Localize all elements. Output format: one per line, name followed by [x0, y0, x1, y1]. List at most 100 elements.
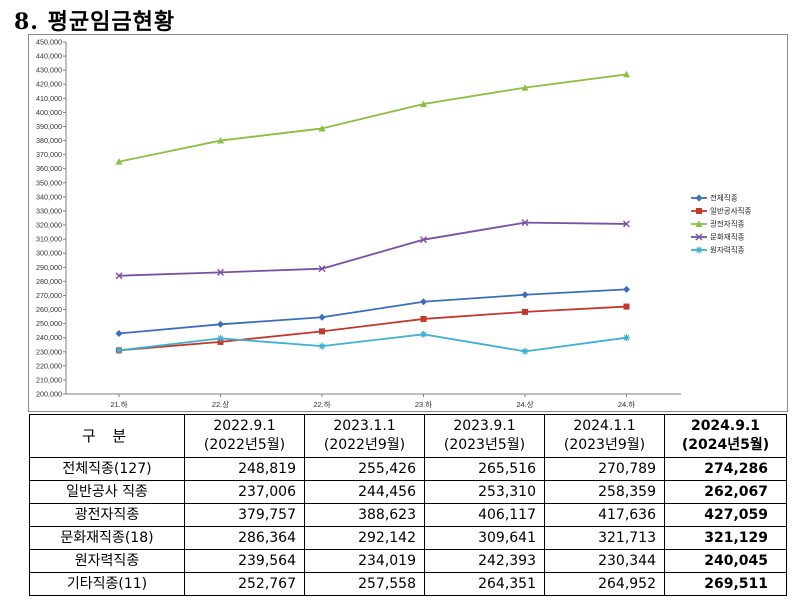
y-tick-label: 370,000 [36, 150, 62, 159]
table-cell: 253,310 [424, 480, 545, 504]
header-ref: (2023년5월) [443, 437, 526, 453]
series-line [118, 288, 627, 335]
y-tick-label: 400,000 [36, 108, 62, 117]
header-date: 2023.9.1 [453, 418, 516, 434]
table-row: 광전자직종 379,757 388,623 406,117 417,636 427,059 [29, 503, 787, 527]
table-cell: 230,344 [544, 549, 665, 573]
table-cell: 242,393 [424, 549, 545, 573]
data-point [420, 298, 427, 306]
y-tick-label: 380,000 [36, 136, 62, 145]
header-date: 2024.9.1 [690, 418, 761, 434]
table-cell: 292,142 [304, 526, 425, 550]
x-tick-label: 21.하 [110, 399, 127, 409]
header-ref: (2022년9월) [323, 437, 406, 453]
y-tick-label: 350,000 [36, 178, 62, 187]
table-cell: 239,564 [184, 549, 305, 573]
header-category: 구 분 [29, 414, 185, 458]
data-point [521, 84, 529, 91]
y-tick-label: 270,000 [36, 291, 62, 300]
row-label: 일반공사 직종 [29, 480, 185, 504]
table-cell: 255,426 [304, 457, 425, 481]
header-ref: (2023년9월) [563, 437, 646, 453]
data-point [522, 308, 528, 315]
data-point [115, 329, 123, 337]
data-point [695, 246, 703, 254]
y-tick-label: 340,000 [36, 192, 62, 201]
y-tick-label: 300,000 [36, 249, 62, 258]
data-point [319, 328, 325, 335]
y-tick-label: 420,000 [36, 80, 62, 89]
header-col: 2024.1.1 (2023년9월) [544, 414, 665, 458]
data-point [318, 265, 326, 273]
header-ref: (2022년5월) [203, 437, 286, 453]
row-label: 광전자직종 [29, 503, 185, 527]
y-tick-label: 310,000 [36, 235, 62, 244]
data-point [695, 233, 703, 241]
row-label: 원자력직종 [29, 549, 185, 573]
header-col-latest: 2024.9.1 (2024년5월) [664, 414, 787, 458]
table-cell: 264,351 [424, 572, 545, 596]
data-point [696, 208, 702, 214]
chart-svg: 200,000 210,000 220,000 230,000 240,000 250,0… [36, 38, 751, 410]
table-cell: 274,286 [664, 457, 787, 481]
data-point [115, 272, 123, 280]
table-row: 일반공사 직종 237,006 244,456 253,310 258,359 262,0… [29, 480, 787, 504]
y-tick-label: 240,000 [36, 333, 62, 342]
table-cell: 257,558 [304, 572, 425, 596]
y-tick-label: 320,000 [36, 221, 62, 230]
legend-label: 일반공사직종 [710, 206, 751, 216]
data-point [521, 347, 529, 355]
row-label: 문화재직종(18) [29, 526, 185, 550]
row-label: 전체직종(127) [29, 457, 185, 481]
data-point [521, 291, 529, 299]
page-title: 8. 평균임금현황 [14, 9, 176, 35]
x-tick-label: 24.상 [516, 399, 533, 409]
header-date: 2022.9.1 [213, 418, 276, 434]
table-cell: 270,789 [544, 457, 665, 481]
data-point [623, 70, 630, 78]
table-cell: 417,636 [544, 503, 665, 527]
y-tick-label: 210,000 [36, 375, 62, 384]
series-line [118, 73, 627, 163]
legend-label: 문화재직종 [710, 232, 745, 242]
data-point [623, 285, 630, 293]
y-tick-label: 260,000 [36, 305, 62, 314]
data-point [318, 124, 326, 132]
table-cell: 321,713 [544, 526, 665, 550]
data-point [318, 313, 326, 321]
data-point [115, 346, 123, 354]
header-date: 2024.1.1 [573, 418, 636, 434]
data-point [217, 137, 224, 144]
table-cell: 244,456 [304, 480, 425, 504]
y-tick-label: 220,000 [36, 361, 62, 370]
y-tick-label: 390,000 [36, 122, 62, 131]
y-tick-label: 440,000 [36, 52, 62, 61]
header-col: 2023.1.1 (2022년9월) [304, 414, 425, 458]
table-cell: 286,364 [184, 526, 305, 550]
data-point [695, 220, 703, 227]
table-body: 전체직종(127) 248,819 255,426 265,516 270,789 274… [29, 457, 787, 596]
y-tick-label: 450,000 [36, 38, 62, 47]
table-cell: 265,516 [424, 457, 545, 481]
table-cell: 262,067 [664, 480, 787, 504]
legend-label: 원자력직종 [710, 245, 745, 255]
table-cell: 234,019 [304, 549, 425, 573]
y-tick-label: 250,000 [36, 319, 62, 328]
x-tick-label: 24.하 [618, 399, 635, 409]
table-cell: 321,129 [664, 526, 787, 550]
y-tick-label: 360,000 [36, 164, 62, 173]
data-point [217, 334, 224, 342]
table-cell: 309,641 [424, 526, 545, 550]
header-ref: (2024년5월) [681, 437, 770, 453]
data-point [420, 330, 427, 338]
data-point [623, 334, 630, 342]
data-point [217, 320, 224, 328]
legend-label: 광전자직종 [710, 219, 745, 229]
line-chart: 200,000 210,000 220,000 230,000 240,000 250,0… [28, 34, 788, 412]
table-header-row: 구 분 2022.9.1 (2022년5월) 2023.1.1 (2022년9월) … [29, 414, 787, 458]
header-col: 2023.9.1 (2023년5월) [424, 414, 545, 458]
table-cell: 237,006 [184, 480, 305, 504]
table-cell: 264,952 [544, 572, 665, 596]
table-cell: 252,767 [184, 572, 305, 596]
table-cell: 379,757 [184, 503, 305, 527]
